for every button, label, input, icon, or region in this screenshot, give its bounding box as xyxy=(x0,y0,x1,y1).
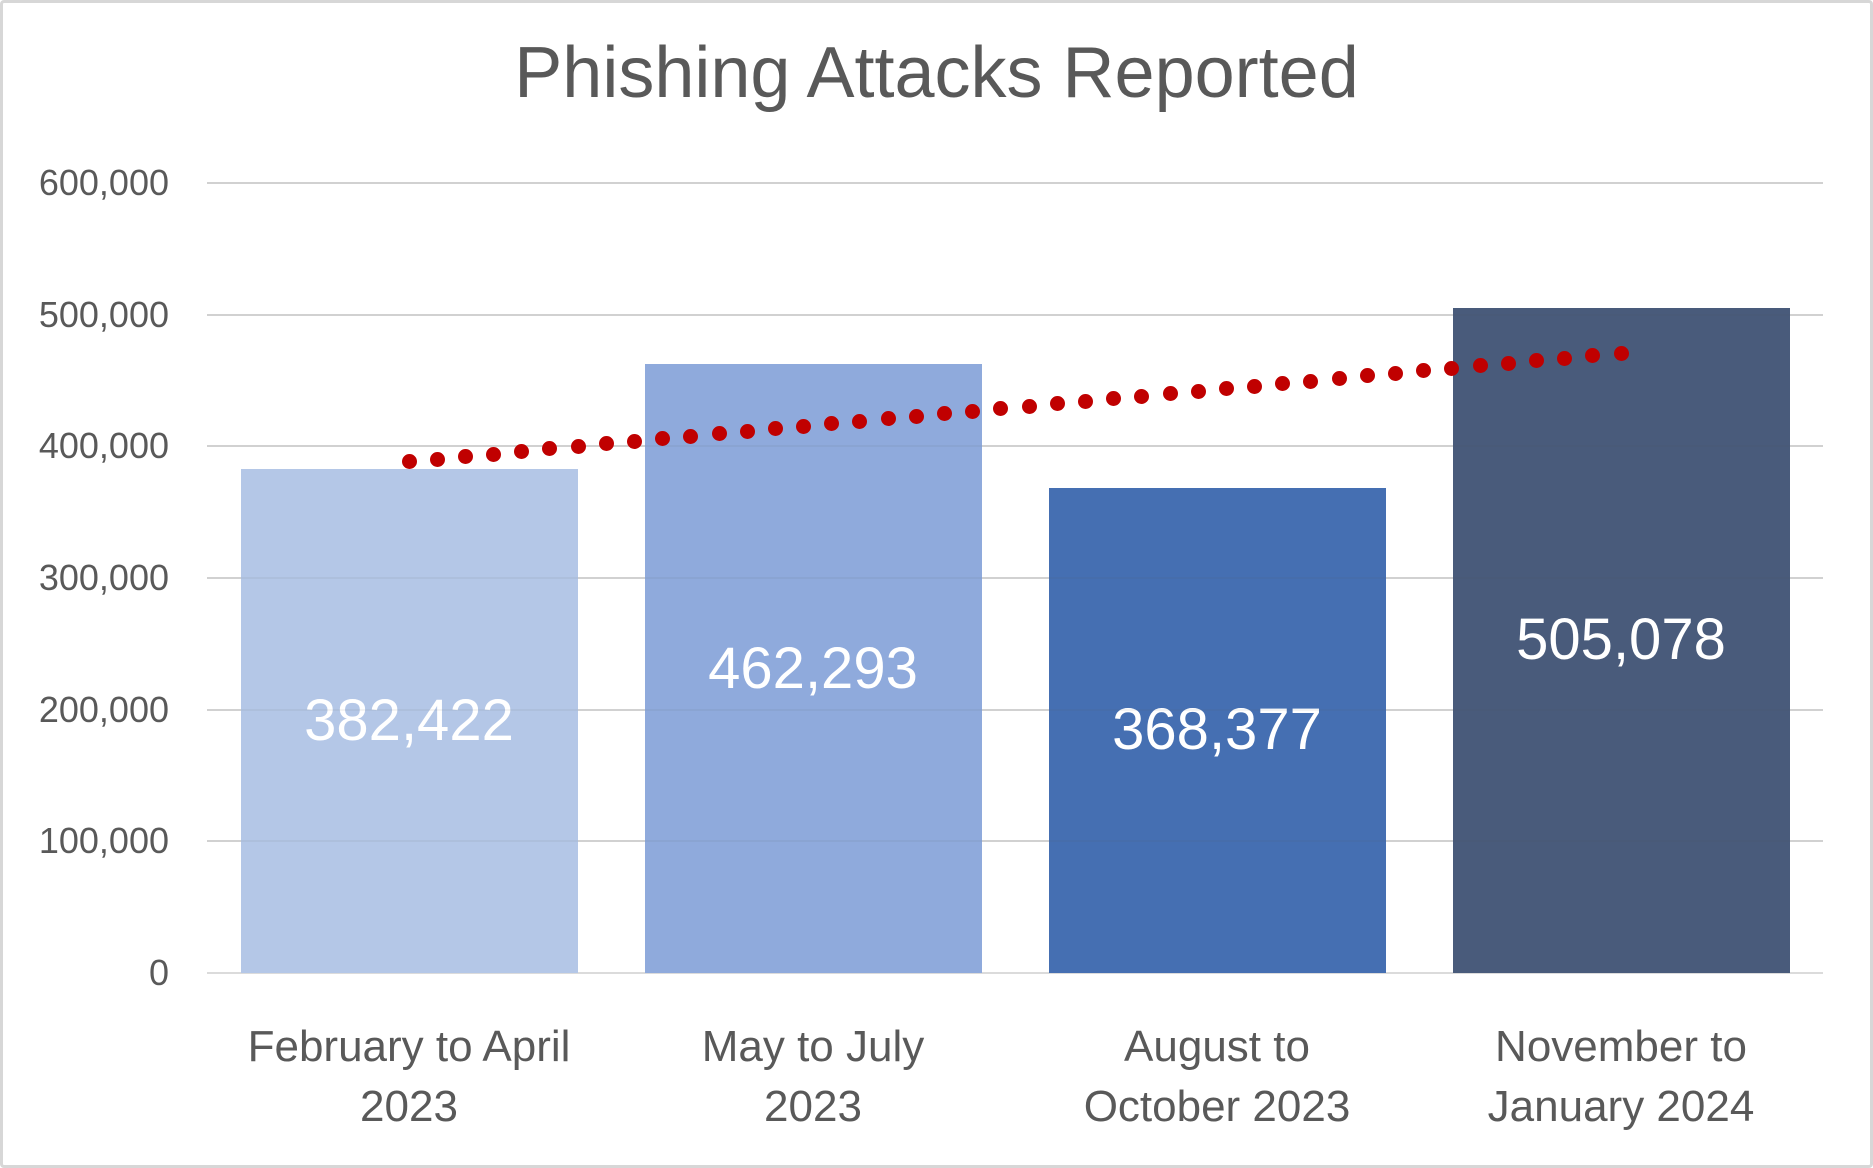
trendline-dot xyxy=(1049,396,1065,412)
trendline-dot xyxy=(993,401,1009,417)
bar-4 xyxy=(1452,307,1790,973)
gridline-100000 xyxy=(207,840,1823,843)
gridline-300000 xyxy=(207,577,1823,579)
y-axis-tick-label: 400,000 xyxy=(38,425,169,467)
x-axis-label: May to July 2023 xyxy=(701,1022,925,1131)
y-axis-tick-label: 200,000 xyxy=(38,688,169,730)
x-axis-label: August to October 2023 xyxy=(1083,1022,1351,1131)
trendline-dot xyxy=(937,406,953,422)
trendline-dot xyxy=(486,446,502,462)
trendline-dot xyxy=(1303,373,1319,389)
trendline-dot xyxy=(711,426,727,442)
trendline-dot xyxy=(626,433,642,449)
trendline-dot xyxy=(965,403,981,419)
trendline-dot xyxy=(401,454,417,470)
y-axis-tick-label: 500,000 xyxy=(38,293,169,335)
trendline-dot xyxy=(739,423,755,439)
trendline-dot xyxy=(1162,386,1178,402)
trendline-dot xyxy=(514,443,530,459)
trendline-dot xyxy=(542,441,558,457)
bar-2 xyxy=(644,364,982,973)
trendline-dot xyxy=(1106,391,1122,407)
gridline-600000 xyxy=(207,182,1823,184)
trendline-dot xyxy=(1388,365,1403,381)
y-axis-tick-label: 600,000 xyxy=(38,162,169,203)
trendline-dot xyxy=(1359,368,1375,384)
trendline-dot xyxy=(908,408,924,424)
trendline-dot xyxy=(1528,353,1544,369)
y-axis-tick-label: 100,000 xyxy=(38,820,169,862)
chart-title: Phishing Attacks Reported xyxy=(514,33,1359,113)
x-axis-label: February to April 2023 xyxy=(247,1022,571,1131)
trendline-dot xyxy=(1190,383,1206,399)
gridline-overlay-100000 xyxy=(207,840,1823,843)
gridline-200000 xyxy=(207,708,1823,711)
bar-value-label: 368,377 xyxy=(1112,697,1322,763)
bar-3 xyxy=(1048,487,1386,973)
trendline-dot xyxy=(852,413,868,429)
bar-value-label: 505,078 xyxy=(1516,607,1726,673)
trendline-dot xyxy=(1444,360,1460,376)
trendline-dot xyxy=(457,449,473,465)
gridline-0 xyxy=(207,972,1823,974)
gridline-overlay-300000 xyxy=(207,577,1823,579)
trendline-dot xyxy=(598,436,614,452)
trendline-dot xyxy=(1585,348,1601,364)
trendline-dot xyxy=(429,451,445,467)
trendline-dot xyxy=(1331,370,1347,386)
trendline-dot xyxy=(1218,381,1234,397)
trendline-dot xyxy=(655,431,671,447)
trendline-dot xyxy=(1275,376,1291,392)
trendline-dot xyxy=(767,421,783,437)
x-axis-label: November to January 2024 xyxy=(1487,1022,1755,1131)
bar-1 xyxy=(240,469,578,973)
bar-value-label: 462,293 xyxy=(708,635,918,701)
gridline-overlay-500000 xyxy=(207,313,1823,316)
gridline-overlay-400000 xyxy=(207,445,1823,448)
trendline-dot xyxy=(1613,345,1629,361)
trendline-dot xyxy=(1021,398,1037,414)
trendline-dot xyxy=(1247,378,1263,394)
gridline-500000 xyxy=(207,313,1823,316)
y-axis-tick-label: 0 xyxy=(148,952,169,993)
trendline-dot xyxy=(880,411,896,427)
bar-value-label: 382,422 xyxy=(304,688,514,754)
gridline-overlay-600000 xyxy=(207,182,1823,184)
trendline-dot xyxy=(1472,358,1488,374)
gridline-400000 xyxy=(207,445,1823,448)
trendline-dot xyxy=(683,428,699,444)
gridline-overlay-200000 xyxy=(207,708,1823,711)
trendline-dot xyxy=(1134,388,1150,404)
trendline-dot xyxy=(1416,363,1432,379)
trendline-dot xyxy=(1500,355,1516,371)
trendline-dot xyxy=(570,438,586,454)
trendline-dot xyxy=(796,418,812,434)
trendline-dot xyxy=(824,416,840,432)
trendline-dot xyxy=(1077,393,1093,409)
y-axis-tick-label: 300,000 xyxy=(38,557,169,598)
trendline-dot xyxy=(1557,350,1573,366)
